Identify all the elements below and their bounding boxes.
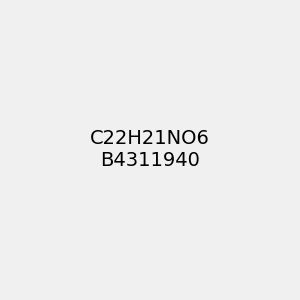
- Text: C22H21NO6
B4311940: C22H21NO6 B4311940: [90, 130, 210, 170]
